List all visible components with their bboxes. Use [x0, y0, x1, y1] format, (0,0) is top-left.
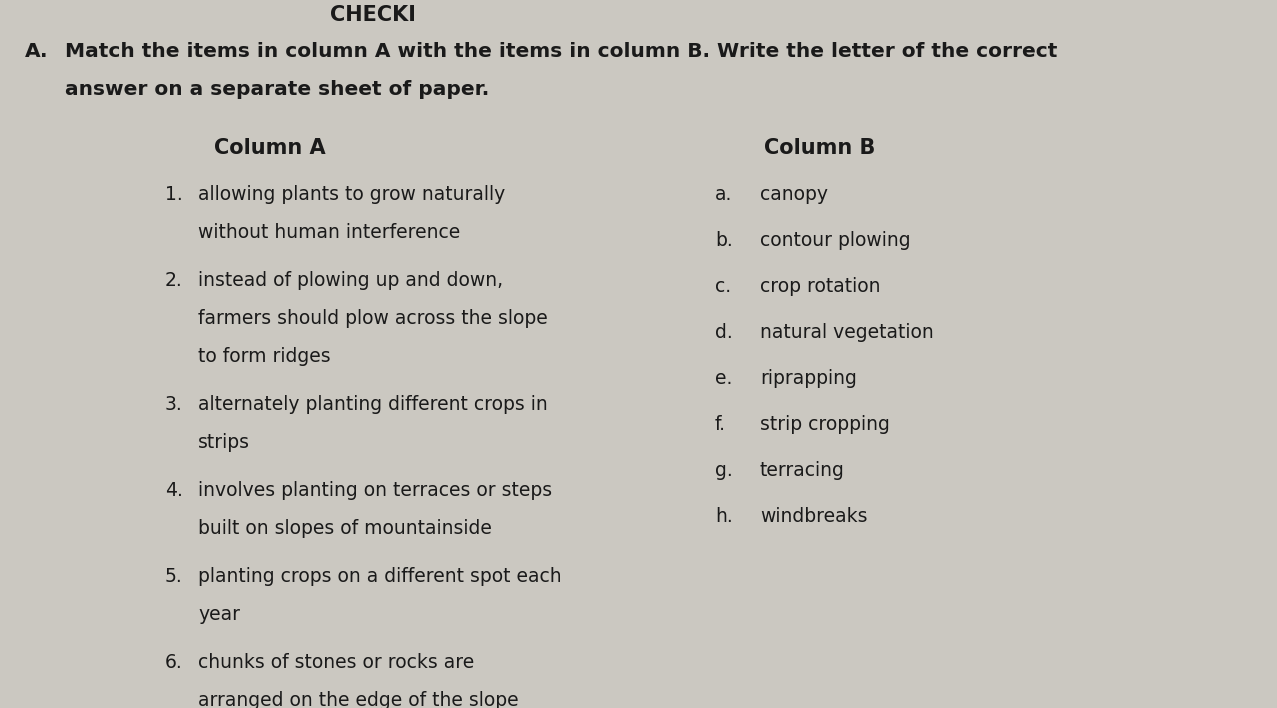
- Text: f.: f.: [715, 415, 727, 434]
- Text: 6.: 6.: [165, 653, 183, 672]
- Text: 5.: 5.: [165, 567, 183, 586]
- Text: contour plowing: contour plowing: [760, 231, 911, 250]
- Text: CHECKI: CHECKI: [329, 5, 416, 25]
- Text: b.: b.: [715, 231, 733, 250]
- Text: c.: c.: [715, 277, 732, 296]
- Text: arranged on the edge of the slope: arranged on the edge of the slope: [198, 691, 518, 708]
- Text: Column B: Column B: [765, 138, 876, 158]
- Text: planting crops on a different spot each: planting crops on a different spot each: [198, 567, 562, 586]
- Text: a.: a.: [715, 185, 733, 204]
- Text: instead of plowing up and down,: instead of plowing up and down,: [198, 271, 503, 290]
- Text: e.: e.: [715, 369, 733, 388]
- Text: strips: strips: [198, 433, 250, 452]
- Text: Match the items in column A with the items in column B. Write the letter of the : Match the items in column A with the ite…: [65, 42, 1057, 61]
- Text: 4.: 4.: [165, 481, 183, 500]
- Text: strip cropping: strip cropping: [760, 415, 890, 434]
- Text: A.: A.: [26, 42, 49, 61]
- Text: chunks of stones or rocks are: chunks of stones or rocks are: [198, 653, 474, 672]
- Text: riprapping: riprapping: [760, 369, 857, 388]
- Text: natural vegetation: natural vegetation: [760, 323, 933, 342]
- Text: crop rotation: crop rotation: [760, 277, 881, 296]
- Text: windbreaks: windbreaks: [760, 507, 867, 526]
- Text: h.: h.: [715, 507, 733, 526]
- Text: 1.: 1.: [165, 185, 183, 204]
- Text: to form ridges: to form ridges: [198, 347, 331, 366]
- Text: 2.: 2.: [165, 271, 183, 290]
- Text: alternately planting different crops in: alternately planting different crops in: [198, 395, 548, 414]
- Text: g.: g.: [715, 461, 733, 480]
- Text: d.: d.: [715, 323, 733, 342]
- Text: built on slopes of mountainside: built on slopes of mountainside: [198, 519, 492, 538]
- Text: without human interference: without human interference: [198, 223, 460, 242]
- Text: answer on a separate sheet of paper.: answer on a separate sheet of paper.: [65, 80, 489, 99]
- Text: farmers should plow across the slope: farmers should plow across the slope: [198, 309, 548, 328]
- Text: Column A: Column A: [215, 138, 326, 158]
- Text: involves planting on terraces or steps: involves planting on terraces or steps: [198, 481, 552, 500]
- Text: allowing plants to grow naturally: allowing plants to grow naturally: [198, 185, 506, 204]
- Text: canopy: canopy: [760, 185, 827, 204]
- Text: year: year: [198, 605, 240, 624]
- Text: terracing: terracing: [760, 461, 845, 480]
- Text: 3.: 3.: [165, 395, 183, 414]
